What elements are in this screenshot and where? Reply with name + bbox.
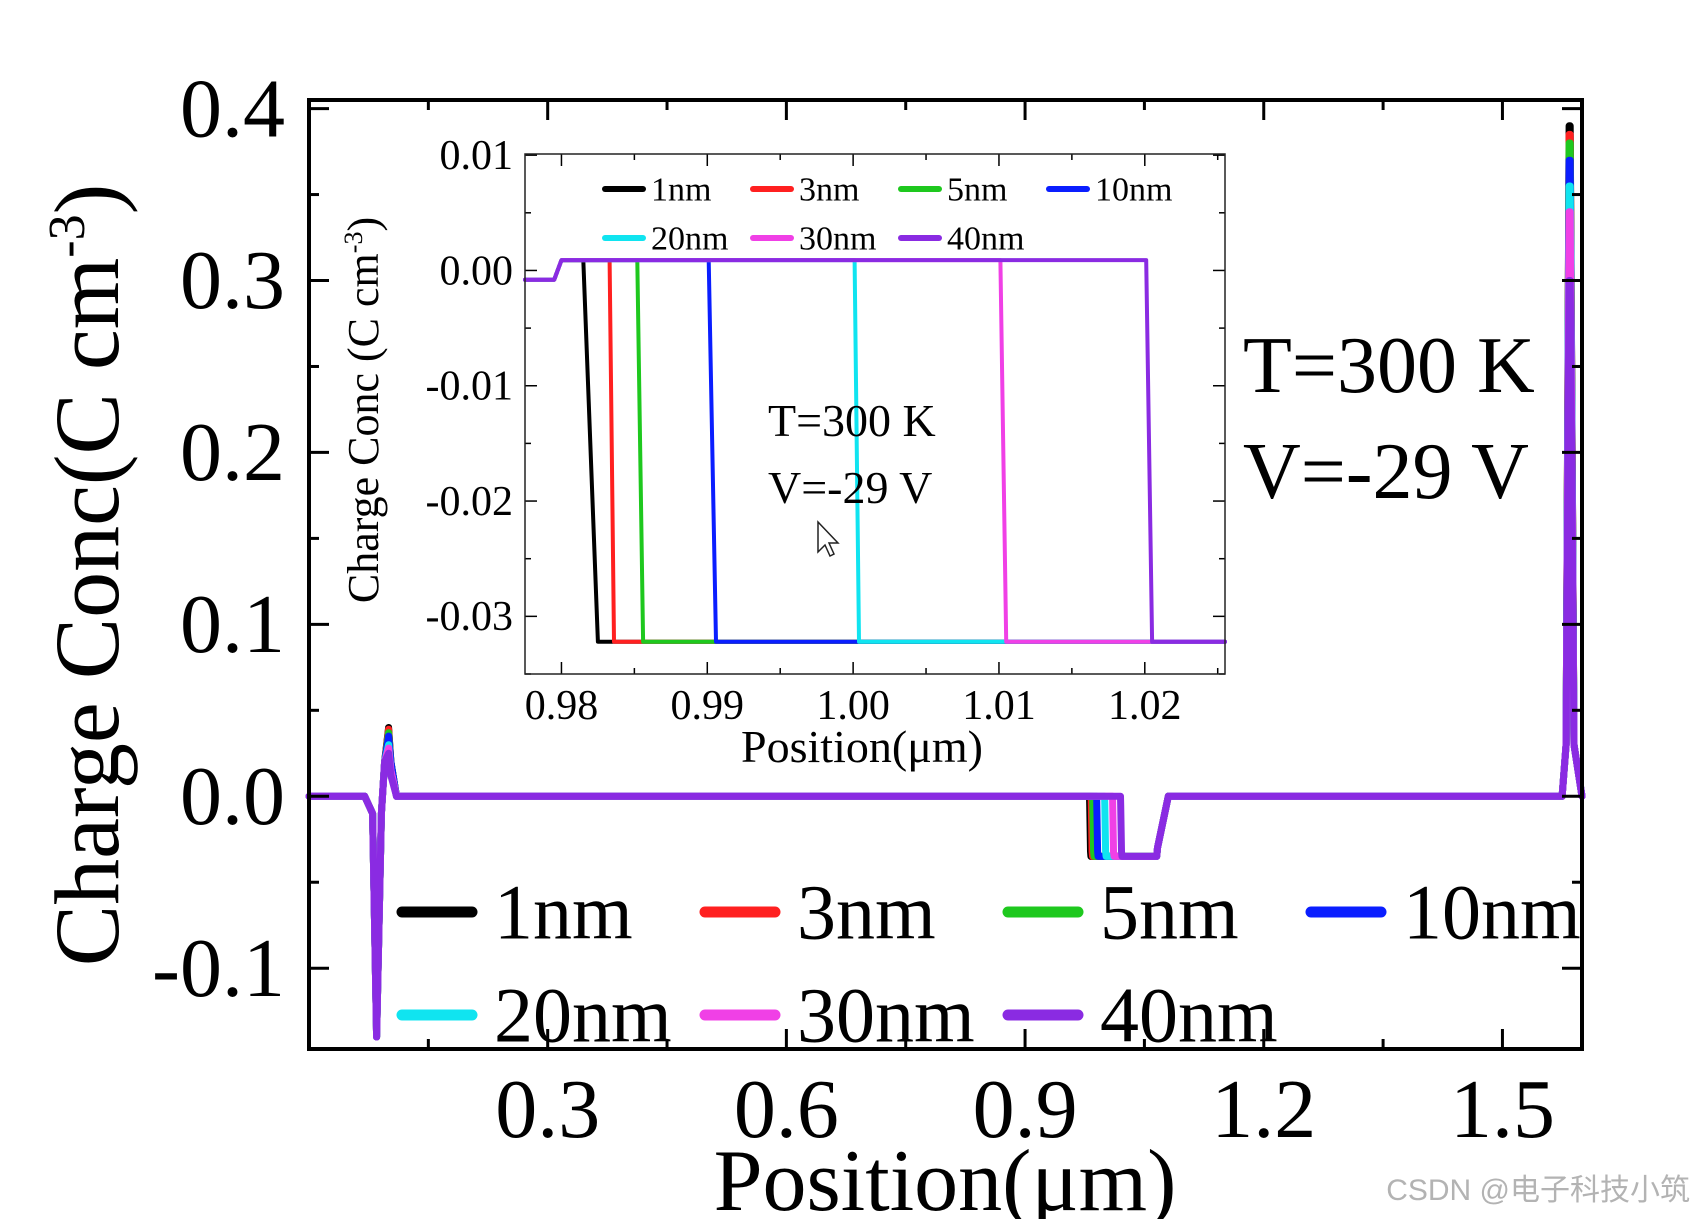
legend-label-20nm: 20nm	[651, 221, 728, 258]
legend-label-1nm: 1nm	[651, 172, 711, 209]
legend-label-3nm: 3nm	[799, 172, 859, 209]
main-y-tick-label: -0.1	[152, 922, 285, 1015]
inset-x-tick-label: 0.98	[525, 683, 599, 729]
main-series-group	[305, 122, 1586, 1041]
legend-label-5nm: 5nm	[947, 172, 1007, 209]
main-x-tick-label: 1.2	[1211, 1063, 1316, 1156]
inset-x-tick-label: 0.99	[671, 683, 745, 729]
inset-x-tick-label: 1.01	[962, 683, 1036, 729]
main-series-40nm	[305, 277, 1586, 1041]
main-x-tick-label: 0.6	[734, 1063, 839, 1156]
inset-annotation-temperature: T=300 K	[768, 395, 936, 446]
main-chart: 0.3 0.6 0.9 1.2 1.5 -0.1 0.0 0.1 0.2 0.3 0.4 Charg…	[36, 62, 1586, 1219]
main-annotation-temperature: T=300 K	[1243, 322, 1535, 410]
mouse-pointer-icon	[817, 520, 840, 558]
main-y-tick-label: 0.3	[180, 234, 285, 327]
inset-legend: 1nm 3nm 5nm 10nm 20nm 30nm 40nm	[602, 172, 1172, 258]
inset-x-tick-label: 1.00	[816, 683, 890, 729]
legend-label-30nm: 30nm	[799, 221, 876, 258]
legend-label-20nm: 20nm	[494, 972, 672, 1059]
inset-chart: 0.98 0.99 1.00 1.01 1.02 0.01 0.00 -0.01 -0.02 -0…	[339, 133, 1227, 772]
legend-label-5nm: 5nm	[1100, 869, 1239, 956]
legend-label-10nm: 10nm	[1403, 869, 1581, 956]
main-ticks: 0.3 0.6 0.9 1.2 1.5 -0.1 0.0 0.1 0.2 0.3 0.4	[152, 62, 1582, 1156]
main-y-tick-label: 0.4	[180, 62, 285, 155]
inset-y-tick-label: 0.00	[440, 248, 514, 294]
inset-y-tick-label: -0.02	[426, 479, 514, 525]
main-x-tick-label: 1.5	[1450, 1063, 1555, 1156]
main-y-tick-label: 0.1	[180, 578, 285, 671]
inset-y-tick-label: -0.01	[426, 364, 514, 410]
inset-x-tick-label: 1.02	[1108, 683, 1182, 729]
legend-label-10nm: 10nm	[1095, 172, 1172, 209]
legend-label-40nm: 40nm	[947, 221, 1024, 258]
main-y-axis-label: Charge Conc(C cm-3)	[36, 184, 138, 967]
main-plot-frame	[307, 98, 1584, 1051]
inset-series-group	[523, 258, 1227, 644]
legend-label-40nm: 40nm	[1100, 972, 1278, 1059]
inset-x-axis-label: Position(μm)	[741, 721, 983, 772]
main-x-tick-label: 0.9	[973, 1063, 1078, 1156]
main-x-axis-label: Position(μm)	[714, 1133, 1177, 1219]
inset-series-40nm	[523, 258, 1227, 644]
main-annotation-voltage: V=-29 V	[1243, 428, 1529, 516]
inset-annotation-voltage: V=-29 V	[768, 462, 932, 513]
main-legend: 1nm 3nm 5nm 10nm 20nm 30nm 40nm	[396, 869, 1581, 1059]
inset-y-axis-label: Charge Conc (C cm-3)	[339, 217, 388, 603]
inset-plot-frame	[524, 153, 1226, 675]
inset-ticks: 0.98 0.99 1.00 1.01 1.02 0.01 0.00 -0.01 -0.02 -0…	[426, 133, 1225, 729]
inset-y-tick-label: 0.01	[440, 133, 514, 179]
legend-label-1nm: 1nm	[494, 869, 633, 956]
legend-label-3nm: 3nm	[797, 869, 936, 956]
inset-y-tick-label: -0.03	[426, 594, 514, 640]
legend-label-30nm: 30nm	[797, 972, 975, 1059]
watermark-text: CSDN @电子科技小筑	[1386, 1174, 1690, 1207]
main-y-tick-label: 0.0	[180, 750, 285, 843]
main-y-tick-label: 0.2	[180, 406, 285, 499]
main-x-tick-label: 0.3	[495, 1063, 600, 1156]
